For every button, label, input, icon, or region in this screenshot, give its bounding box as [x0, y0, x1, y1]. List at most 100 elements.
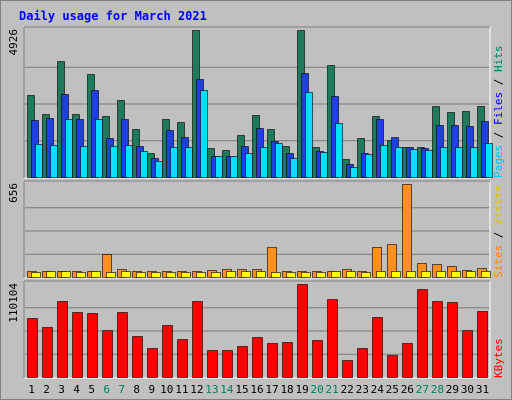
bar-pages-day-2	[50, 145, 58, 178]
bar-kbytes-day-5	[87, 313, 98, 378]
x-tick-label: 27	[416, 383, 429, 396]
bar-kbytes-day-6	[102, 330, 113, 378]
bar-kbytes-day-21	[327, 299, 338, 378]
bar-sites-day-13	[211, 272, 221, 278]
bar-pages-day-7	[125, 145, 133, 178]
bar-kbytes-day-14	[222, 350, 233, 378]
x-axis-labels: 1 2 3 4 5 6 7 8 9 10 11 12 13 14 15 16 17 18 19 20 21 22 23 24 2…	[28, 383, 489, 396]
bar-kbytes-day-3	[57, 301, 68, 378]
x-tick-label: 6	[103, 383, 110, 396]
bar-sites-day-9	[151, 272, 161, 278]
x-tick-label: 9	[148, 383, 155, 396]
bar-sites-day-1	[31, 272, 41, 278]
bar-pages-day-13	[215, 156, 223, 178]
bar-sites-day-21	[331, 271, 341, 278]
legend-entry-hits: Hits	[492, 46, 505, 73]
chart-title: Daily usage for March 2021	[19, 9, 207, 23]
bar-kbytes-day-7	[117, 312, 128, 378]
bar-pages-day-12	[200, 90, 208, 178]
bar-sites-day-22	[346, 271, 356, 278]
bar-kbytes-day-13	[207, 350, 218, 378]
legend-entry-visits: Visits	[492, 185, 505, 225]
legend-entry-sites: Sites	[492, 245, 505, 278]
legend-entry-files: Files	[492, 92, 505, 125]
bar-kbytes-day-26	[402, 343, 413, 378]
bar-pages-day-23	[365, 154, 373, 178]
bar-kbytes-day-9	[147, 348, 158, 378]
bar-pages-day-18	[290, 158, 298, 178]
bar-sites-day-29	[451, 271, 461, 278]
bar-sites-day-16	[256, 271, 266, 278]
bar-pages-day-30	[470, 147, 478, 178]
x-tick-label: 29	[446, 383, 459, 396]
x-tick-label: 5	[88, 383, 95, 396]
bar-sites-day-2	[46, 271, 56, 278]
bar-sites-day-17	[271, 272, 281, 278]
bar-sites-day-12	[196, 272, 206, 278]
bar-pages-day-19	[305, 92, 313, 178]
bar-sites-day-6	[106, 272, 116, 278]
bar-kbytes-day-2	[42, 327, 53, 378]
y-max-label: 110104	[7, 283, 20, 323]
legend-separator: /	[492, 72, 505, 92]
bar-pages-day-25	[395, 147, 403, 178]
bar-pages-day-29	[455, 147, 463, 178]
bar-sites-day-23	[361, 272, 371, 278]
bar-kbytes-day-28	[432, 301, 443, 378]
x-tick-label: 3	[58, 383, 65, 396]
bar-sites-day-28	[436, 271, 446, 278]
bar-pages-day-6	[110, 146, 118, 178]
bar-sites-day-7	[121, 271, 131, 278]
x-tick-label: 4	[73, 383, 80, 396]
bar-pages-day-9	[155, 161, 163, 178]
y-max-label: 4926	[7, 29, 20, 56]
y-max-label: 656	[7, 183, 20, 203]
x-tick-label: 28	[431, 383, 444, 396]
x-tick-label: 25	[386, 383, 399, 396]
bar-kbytes-day-20	[312, 340, 323, 378]
bar-pages-day-11	[185, 147, 193, 178]
x-tick-label: 17	[265, 383, 278, 396]
bar-pages-day-5	[95, 119, 103, 178]
panel-bottom: 110104 KBytes	[7, 280, 505, 379]
bar-kbytes-day-24	[372, 317, 383, 378]
legend-bottom: KBytes	[492, 338, 505, 378]
bar-sites-day-26	[406, 271, 416, 278]
bar-sites-day-31	[481, 271, 491, 278]
bar-kbytes-day-31	[477, 311, 488, 378]
x-tick-label: 15	[235, 383, 248, 396]
x-tick-label: 21	[326, 383, 339, 396]
bar-sites-day-3	[61, 271, 71, 278]
bar-sites-day-19	[301, 272, 311, 278]
bar-sites-day-5	[91, 271, 101, 278]
x-tick-label: 22	[341, 383, 354, 396]
bar-kbytes-day-1	[27, 318, 38, 378]
bar-sites-day-25	[391, 271, 401, 278]
bar-visits-day-26	[402, 184, 412, 278]
bar-pages-day-1	[35, 144, 43, 178]
bar-sites-day-27	[421, 271, 431, 278]
legend-entry-pages: Pages	[492, 145, 505, 178]
bar-pages-day-4	[80, 146, 88, 178]
bar-pages-day-20	[320, 152, 328, 178]
bar-kbytes-day-8	[132, 336, 143, 378]
bar-kbytes-day-30	[462, 330, 473, 378]
bar-kbytes-day-18	[282, 342, 293, 378]
bar-pages-day-17	[275, 143, 283, 178]
bar-kbytes-day-4	[72, 312, 83, 378]
legend-top: Pages / Files / Hits	[492, 46, 505, 179]
x-tick-label: 8	[133, 383, 140, 396]
bar-sites-day-18	[286, 272, 296, 278]
x-tick-label: 26	[401, 383, 414, 396]
bar-pages-day-15	[245, 153, 253, 178]
bar-kbytes-day-10	[162, 325, 173, 378]
x-tick-label: 2	[43, 383, 50, 396]
legend-entry-kbytes: KBytes	[492, 338, 505, 378]
bar-kbytes-day-27	[417, 289, 428, 378]
bar-sites-day-30	[466, 271, 476, 278]
x-tick-label: 12	[190, 383, 203, 396]
legend-separator: /	[492, 125, 505, 145]
bar-sites-day-20	[316, 272, 326, 278]
